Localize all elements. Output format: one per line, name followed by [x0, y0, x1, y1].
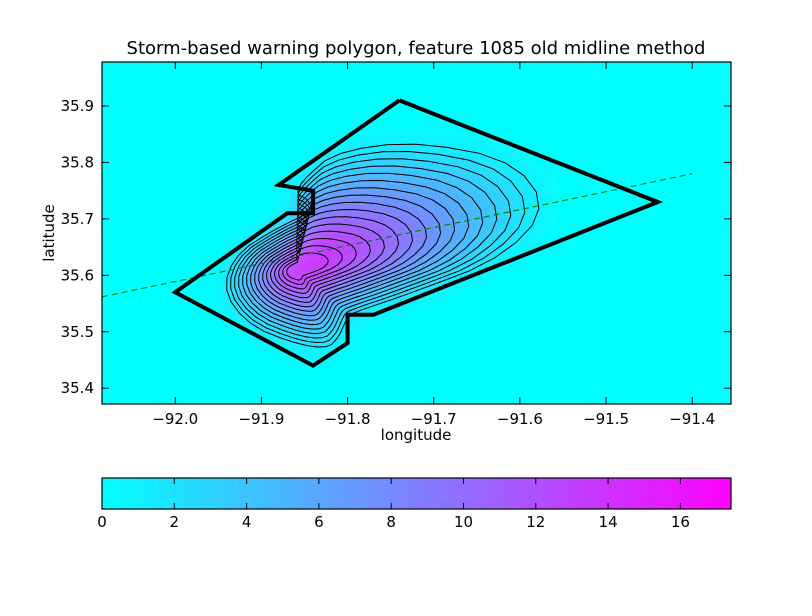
- colorbar-tick-label: 0: [97, 513, 107, 531]
- contour-line: [226, 143, 540, 348]
- y-tick-label: 35.9: [61, 97, 94, 115]
- colorbar-tick-label: 14: [599, 513, 618, 531]
- x-tick-label: −91.7: [411, 410, 457, 428]
- contour-line: [258, 201, 428, 312]
- y-tick-label: 35.8: [61, 153, 94, 171]
- contour-line: [250, 187, 456, 321]
- x-tick-label: −91.6: [497, 410, 543, 428]
- y-tick-label: 35.6: [61, 266, 94, 284]
- chart-title: Storm-based warning polygon, feature 108…: [127, 38, 706, 59]
- contour-line: [262, 208, 414, 308]
- colorbar-tick-label: 4: [242, 513, 252, 531]
- x-axis-label: longitude: [381, 426, 452, 444]
- warning-polygon: [171, 98, 664, 368]
- colorbar-tick-label: 2: [170, 513, 180, 531]
- colorbar-ticks: 0 2 4 6 8 10 12 14 16: [97, 478, 690, 531]
- x-tick-label: −91.9: [238, 410, 284, 428]
- colorbar-tick-label: 10: [454, 513, 473, 531]
- x-tick-label: −91.5: [583, 410, 629, 428]
- contour-line: [282, 245, 343, 285]
- y-tick-label: 35.7: [61, 210, 94, 228]
- contour-line: [246, 179, 470, 326]
- contour-line: [270, 223, 385, 299]
- colorbar-tick-label: 16: [671, 513, 690, 531]
- colorbar: [101, 477, 732, 510]
- x-axis-ticks: −92.0 −91.9 −91.8 −91.7 −91.6 −91.5 −91.4: [152, 62, 715, 428]
- contour-line: [238, 165, 498, 335]
- plot-frame: [101, 61, 732, 405]
- y-tick-label: 35.5: [61, 323, 94, 341]
- x-tick-label: −92.0: [152, 410, 198, 428]
- contour-line: [286, 252, 329, 281]
- contour-line: [230, 150, 526, 344]
- colorbar-tick-label: 8: [386, 513, 396, 531]
- x-tick-label: −91.8: [325, 410, 371, 428]
- contour-line: [266, 216, 400, 303]
- y-axis-ticks: 35.4 35.5 35.6 35.7 35.8 35.9: [61, 97, 731, 397]
- colorbar-tick-label: 6: [314, 513, 324, 531]
- colorbar-tick-label: 12: [526, 513, 545, 531]
- y-tick-label: 35.4: [61, 379, 94, 397]
- contour-line: [278, 237, 357, 290]
- y-axis-label: latitude: [40, 204, 58, 262]
- x-tick-label: −91.4: [669, 410, 715, 428]
- field-band: [290, 260, 315, 276]
